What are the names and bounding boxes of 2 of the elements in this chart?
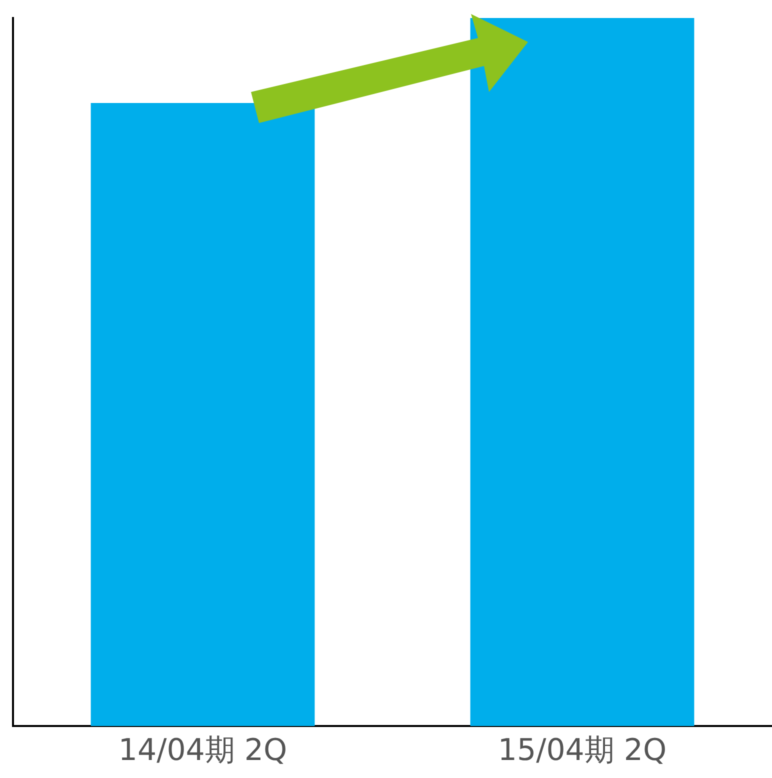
x-tick-label: 15/04期 2Q bbox=[498, 732, 667, 768]
x-tick-label: 14/04期 2Q bbox=[118, 732, 288, 768]
